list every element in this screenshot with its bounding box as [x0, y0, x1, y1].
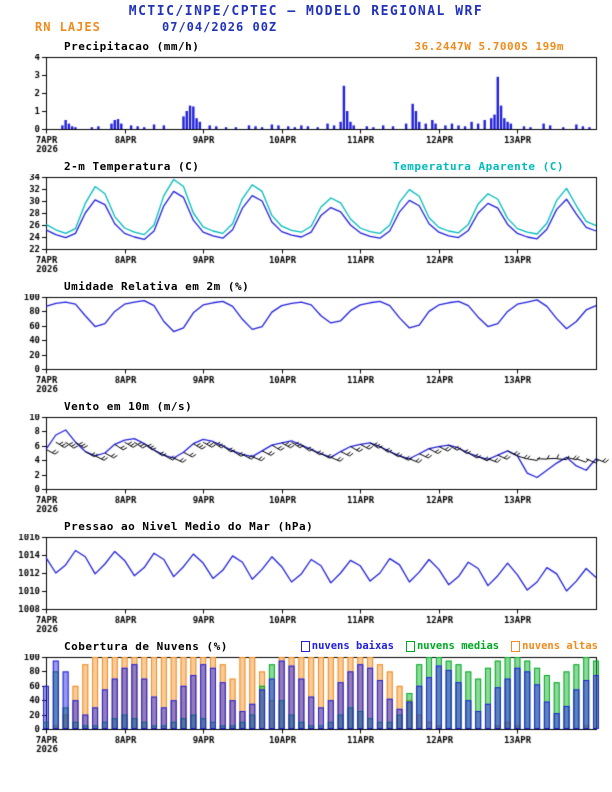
panel-header-relative-humidity-2m: Umidade Relativa em 2m (%) [0, 278, 612, 294]
panel-title-mean-sea-level-pressure: Pressao ao Nivel Medio do Mar (hPa) [64, 519, 314, 533]
legend-label: nuvens baixas [311, 640, 394, 652]
legend-item-nuvens-medias: nuvens medias [405, 640, 500, 652]
legend-label: nuvens altas [522, 640, 598, 652]
panel-header-temperature-2m: 2-m Temperatura (C) Temperatura Aparente … [0, 158, 612, 174]
panel-chart-relative-humidity-2m [0, 294, 612, 396]
panel-right-label-precipitation: 36.2447W 5.7000S 199m [414, 39, 564, 53]
panel-chart-precipitation [0, 54, 612, 156]
panel-header-precipitation: Precipitacao (mm/h) 36.2447W 5.7000S 199m [0, 38, 612, 54]
panel-chart-mean-sea-level-pressure [0, 534, 612, 636]
panel-chart-temperature-2m [0, 174, 612, 276]
panel-chart-cloud-cover [0, 654, 612, 756]
run-datetime: 07/04/2026 00Z [162, 20, 278, 34]
panel-precipitation: Precipitacao (mm/h) 36.2447W 5.7000S 199m [0, 38, 612, 156]
panel-title-cloud-cover: Cobertura de Nuvens (%) [64, 639, 228, 653]
panel-cloud-cover: Cobertura de Nuvens (%) nuvens baixas nuve… [0, 638, 612, 756]
panel-header-mean-sea-level-pressure: Pressao ao Nivel Medio do Mar (hPa) [0, 518, 612, 534]
legend-swatch-icon [300, 640, 310, 652]
legend-swatch-icon [511, 640, 521, 652]
station-name: RN LAJES [35, 20, 101, 34]
panel-title-wind-10m: Vento em 10m (m/s) [64, 399, 193, 413]
legend-label: nuvens medias [416, 640, 500, 652]
panel-title-relative-humidity-2m: Umidade Relativa em 2m (%) [64, 279, 250, 293]
legend-item-nuvens-baixas: nuvens baixas [300, 640, 394, 652]
panels-container: Precipitacao (mm/h) 36.2447W 5.7000S 199m… [0, 38, 612, 756]
panel-header-cloud-cover: Cobertura de Nuvens (%) nuvens baixas nuve… [0, 638, 612, 654]
panel-title-precipitation: Precipitacao (mm/h) [64, 39, 200, 53]
panel-relative-humidity-2m: Umidade Relativa em 2m (%) [0, 278, 612, 396]
panel-right-label-temperature-2m: Temperatura Aparente (C) [393, 159, 564, 173]
header-subrow: RN LAJES 07/04/2026 00Z [0, 20, 612, 36]
model-title: MCTIC/INPE/CPTEC — MODELO REGIONAL WRF [128, 4, 484, 19]
panel-mean-sea-level-pressure: Pressao ao Nivel Medio do Mar (hPa) [0, 518, 612, 636]
legend-item-nuvens-altas: nuvens altas [511, 640, 598, 652]
panel-chart-wind-10m [0, 414, 612, 516]
panel-header-wind-10m: Vento em 10m (m/s) [0, 398, 612, 414]
legend-swatch-icon [405, 640, 415, 652]
panel-title-temperature-2m: 2-m Temperatura (C) [64, 159, 200, 173]
panel-wind-10m: Vento em 10m (m/s) [0, 398, 612, 516]
panel-temperature-2m: 2-m Temperatura (C) Temperatura Aparente … [0, 158, 612, 276]
cloud-legend: nuvens baixas nuvens medias nuvens altas [300, 640, 598, 652]
header: MCTIC/INPE/CPTEC — MODELO REGIONAL WRF R… [0, 0, 612, 36]
